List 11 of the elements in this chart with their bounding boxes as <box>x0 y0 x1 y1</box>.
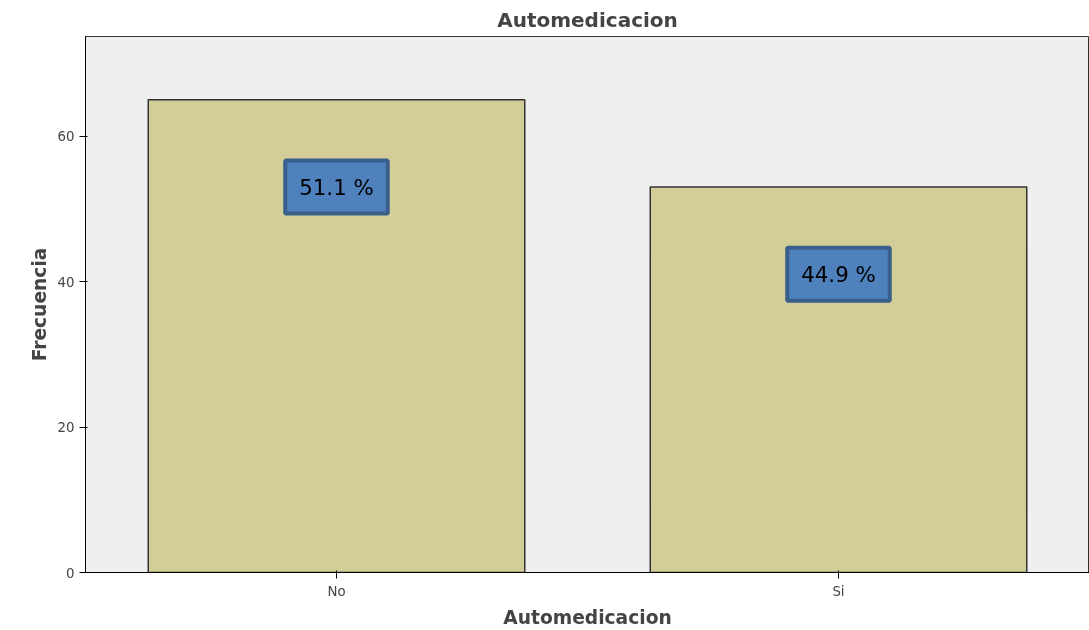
annotation: 51.1 % <box>299 174 374 200</box>
y-tick-label: 60 <box>57 129 75 145</box>
y-tick-label: 20 <box>57 420 75 436</box>
x-axis-title: Automedicacion <box>503 606 672 628</box>
chart-title: Automedicacion <box>497 7 678 32</box>
y-axis-title: Frecuencia <box>28 247 50 362</box>
annotation: 44.9 % <box>801 261 876 287</box>
x-tick-label: Si <box>832 583 845 599</box>
y-tick-label: 40 <box>57 274 75 290</box>
y-tick-label: 0 <box>66 565 75 581</box>
x-tick-label: No <box>327 583 346 599</box>
